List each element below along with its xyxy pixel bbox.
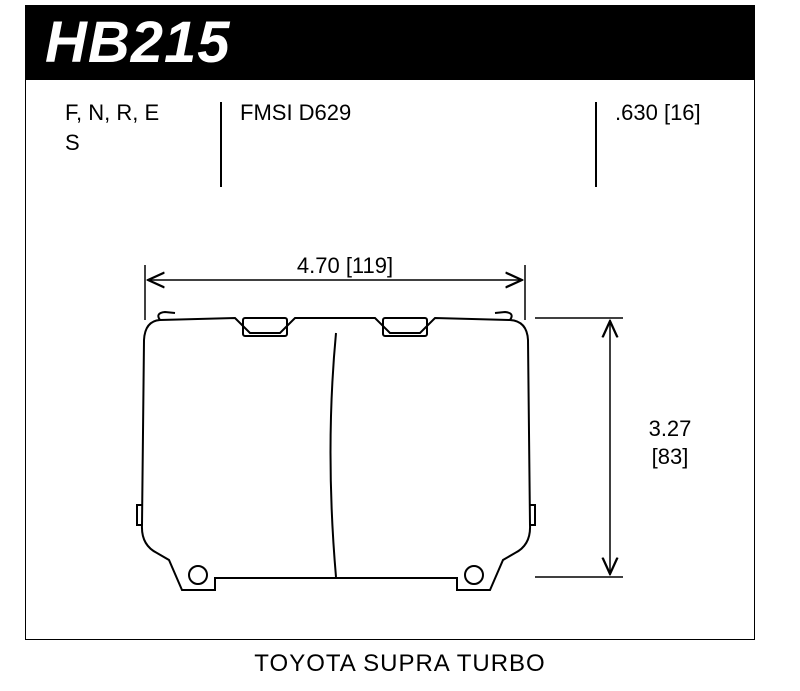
pad-outline bbox=[137, 312, 535, 590]
part-number: HB215 bbox=[45, 9, 231, 76]
thickness-in: .630 bbox=[615, 100, 658, 125]
divider-2 bbox=[595, 102, 597, 187]
width-dim-text: 4.70 [119] bbox=[255, 252, 435, 280]
height-mm: [83] bbox=[652, 444, 689, 469]
width-mm: [119] bbox=[346, 253, 393, 278]
divider-1 bbox=[220, 102, 222, 187]
height-in: 3.27 bbox=[649, 416, 692, 441]
height-dimension bbox=[535, 318, 623, 577]
fmsi-cell: FMSI D629 bbox=[240, 98, 351, 128]
compounds-line2: S bbox=[65, 130, 80, 155]
thickness-cell: .630 [16] bbox=[615, 98, 701, 128]
product-name: TOYOTA SUPRA TURBO bbox=[0, 650, 800, 678]
width-in: 4.70 bbox=[297, 253, 340, 278]
thickness-mm: [16] bbox=[664, 100, 701, 125]
compounds-line1: F, N, R, E bbox=[65, 100, 159, 125]
header-bar: HB215 bbox=[25, 5, 755, 80]
height-dim-text: 3.27 [83] bbox=[630, 415, 710, 470]
spec-row: F, N, R, E S FMSI D629 .630 [16] bbox=[25, 90, 755, 190]
compounds-cell: F, N, R, E S bbox=[65, 98, 159, 157]
